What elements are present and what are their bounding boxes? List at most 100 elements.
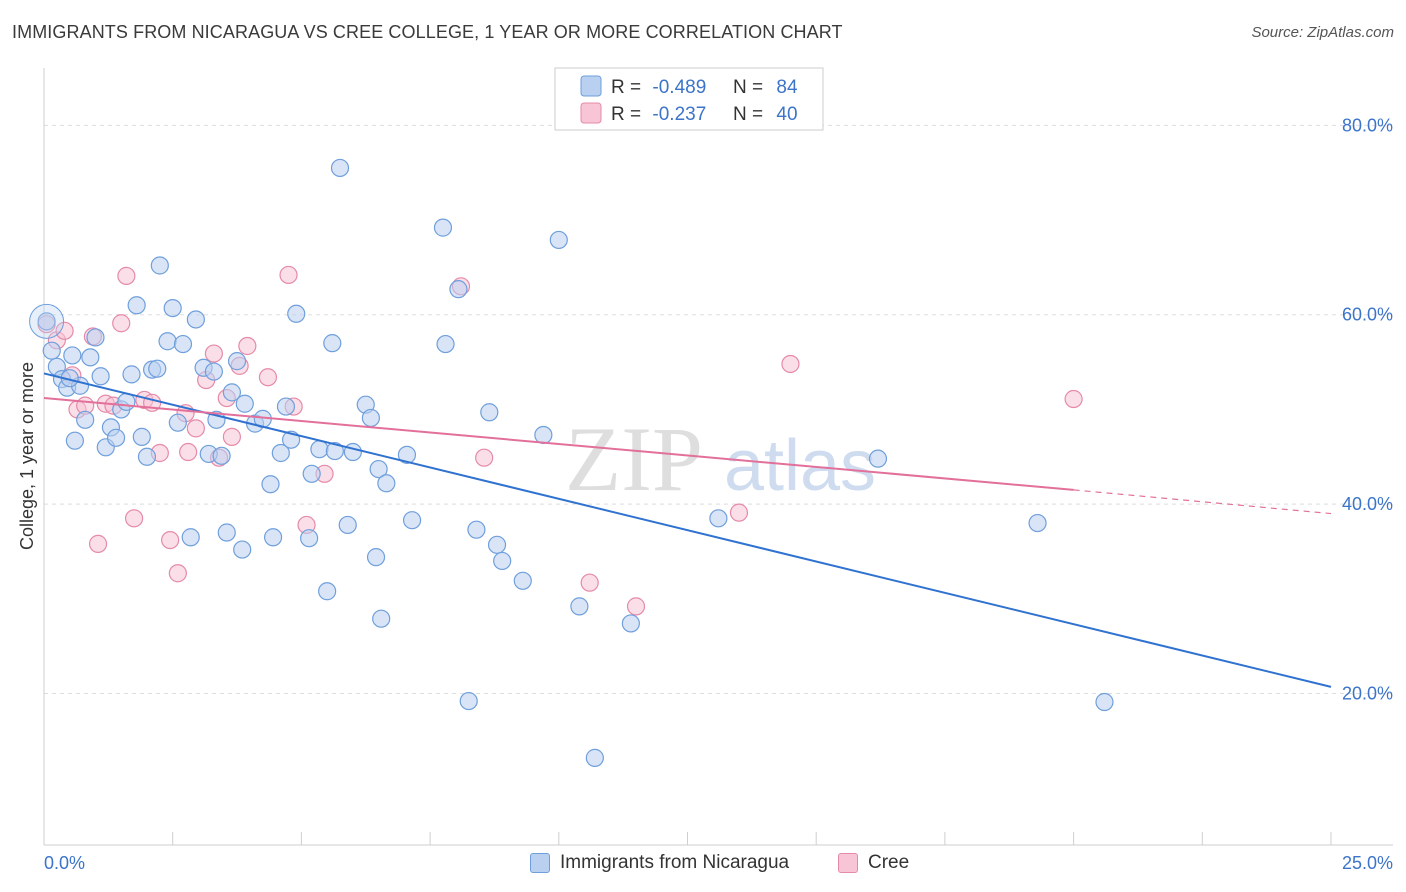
nicaragua-point-43 [263,528,283,547]
legend-swatch-pink [580,102,602,124]
legend-r-value-pink: -0.237 [652,104,706,125]
nicaragua-point-55 [338,515,357,535]
nicaragua-cluster-point [29,303,65,339]
nicaragua-point-5 [63,346,82,365]
cree-point-35 [580,573,599,592]
x-tick-labels: 0.0% 25.0% [44,853,1393,873]
nicaragua-point-10 [86,328,105,347]
nicaragua-point-19 [132,427,151,446]
svg-text:R = -0.237 N =: R = -0.237 N = 40 [611,104,798,125]
legend-bottom: Immigrants from Nicaragua Cree [0,852,1406,878]
legend-r-label: R = [611,104,641,125]
nicaragua-point-54 [330,158,350,178]
cree-point-28 [258,368,278,387]
nicaragua-point-0 [37,312,56,331]
y-tick-labels: 20.0% 40.0% 60.0% 80.0% [1342,115,1393,703]
nicaragua-point-47 [287,304,306,323]
trend-line-nicaragua [43,372,1332,688]
legend-swatch-blue [580,75,602,97]
nicaragua-point-76 [570,597,589,616]
legend-n-value-blue: 84 [776,77,798,98]
legend-n-label: N = [733,104,763,125]
cree-point-25 [222,427,242,446]
nicaragua-point-58 [361,408,380,428]
trend-line-cree [43,397,1074,491]
nicaragua-point-70 [480,403,499,422]
nicaragua-point-26 [168,413,187,432]
nicaragua-point-18 [127,296,146,315]
nicaragua-point-59 [366,548,386,567]
nicaragua-point-77 [585,748,604,767]
cree-point-12 [124,509,144,528]
legend-label-nicaragua: Immigrants from Nicaragua [560,852,790,873]
nicaragua-point-56 [343,442,362,462]
nicaragua-point-11 [91,367,110,386]
trend-line-cree-extension [1073,489,1332,515]
x-tick-label-min: 0.0% [44,853,85,873]
legend-r-label: R = [611,77,641,98]
nicaragua-point-38 [233,540,252,559]
nicaragua-point-8 [76,410,95,429]
nicaragua-point-62 [377,474,396,493]
legend-n-label: N = [733,77,763,98]
nicaragua-point-27 [173,334,193,354]
x-tick-label-max: 25.0% [1342,853,1393,873]
cree-point-17 [168,564,187,583]
nicaragua-point-75 [549,230,568,250]
y-tick-label-60: 60.0% [1342,305,1393,325]
nicaragua-point-28 [181,528,200,547]
nicaragua-point-6 [65,431,84,450]
nicaragua-point-23 [150,256,169,275]
nicaragua-point-71 [487,535,507,554]
nicaragua-point-39 [235,394,254,413]
nicaragua-point-79 [709,509,728,528]
nicaragua-point-44 [271,443,290,463]
legend-n-value-pink: 40 [776,104,797,125]
nicaragua-point-37 [227,352,247,371]
nicaragua-point-48 [300,529,319,548]
nicaragua-point-34 [212,446,231,465]
nicaragua-point-35 [217,523,236,542]
nicaragua-point-32 [204,362,223,381]
nicaragua-point-61 [372,609,391,628]
nicaragua-point-50 [310,440,329,459]
nicaragua-point-49 [302,464,321,483]
nicaragua-point-36 [222,383,242,402]
axes [43,68,1393,846]
nicaragua-point-22 [148,359,167,378]
nicaragua-point-51 [318,582,337,601]
nicaragua-point-63 [397,445,417,464]
legend-label-cree: Cree [868,852,910,873]
y-tick-label-80: 80.0% [1342,115,1393,135]
cree-point-39 [1064,389,1083,409]
source-label: Source: ZipAtlas.com [1251,24,1394,41]
nicaragua-point-24 [158,332,177,351]
nicaragua-point-20 [137,447,157,466]
cree-point-11 [117,266,136,286]
cree-point-27 [238,336,257,356]
trend-lines [43,372,1332,688]
y-axis-label: College, 1 year or more [17,362,37,550]
y-tick-label-20: 20.0% [1342,683,1393,703]
nicaragua-point-53 [325,441,344,461]
nicaragua-point-64 [402,511,422,530]
nicaragua-point-68 [459,691,478,711]
cree-point-2 [55,321,74,340]
cree-point-36 [626,597,646,616]
nicaragua-point-65 [433,218,453,237]
svg-text:R = -0.489 N =: R = -0.489 N = 84 [611,77,798,98]
legend-top: R = -0.489 N = 84 R = -0.237 N = 40 [554,67,824,131]
nicaragua-point-67 [449,280,468,299]
nicaragua-point-60 [369,459,388,479]
cree-point-29 [279,265,298,285]
nicaragua-point-52 [323,334,342,353]
cree-point-37 [729,503,749,522]
cree-point-38 [781,354,800,374]
watermark: ZIP atlas [565,408,876,510]
chart-title: IMMIGRANTS FROM NICARAGUA VS CREE COLLEG… [12,22,843,42]
watermark-zip: ZIP [565,408,703,510]
nicaragua-point-42 [261,475,280,494]
nicaragua-point-80 [868,449,888,468]
nicaragua-point-73 [513,571,532,590]
